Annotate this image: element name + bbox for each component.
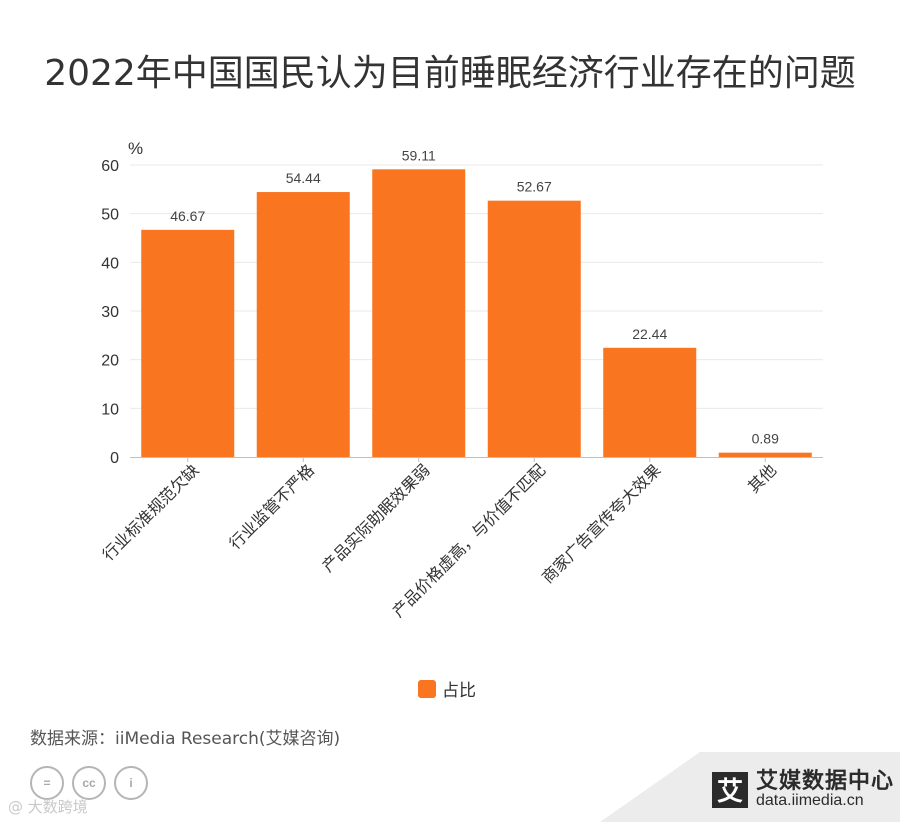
y-tick-label: 60 [101, 158, 119, 175]
y-tick-label: 0 [110, 450, 119, 467]
y-axis-unit: % [128, 139, 143, 158]
brand-name: 艾媒数据中心 [756, 769, 895, 794]
y-tick-label: 30 [101, 304, 119, 321]
license-icons: = cc i [30, 766, 148, 800]
y-tick-label: 50 [101, 207, 119, 224]
y-tick-label: 10 [101, 401, 119, 418]
data-label: 59.11 [402, 147, 436, 163]
brand-text: 艾媒数据中心 data.iimedia.cn [756, 770, 894, 810]
bar [256, 192, 350, 458]
data-label: 22.44 [632, 326, 667, 342]
axes [130, 457, 823, 462]
bar [603, 347, 697, 457]
grid-lines [130, 164, 823, 409]
data-label: 52.67 [517, 179, 552, 195]
y-tick-label: 40 [101, 255, 119, 272]
cc-icon: cc [72, 766, 106, 800]
nd-icon: = [30, 766, 64, 800]
data-label: 54.44 [286, 170, 321, 186]
attribution-icon: i [114, 766, 148, 800]
data-label: 0.89 [752, 431, 779, 447]
bar [141, 229, 235, 457]
bars [141, 169, 812, 458]
chart-title: 2022年中国国民认为目前睡眠经济行业存在的问题 [44, 53, 856, 94]
brand: 艾 艾媒数据中心 data.iimedia.cn [712, 770, 894, 810]
legend-label: 占比 [442, 681, 476, 701]
watermark: @ 大数跨境 [8, 798, 88, 816]
bar [487, 200, 581, 457]
legend-swatch [418, 679, 436, 698]
source-note: 数据来源：iiMedia Research(艾媒咨询) [30, 729, 341, 749]
bar [718, 452, 812, 457]
legend: 占比 [418, 676, 476, 701]
data-label: 46.67 [170, 208, 205, 224]
y-tick-label: 20 [101, 353, 119, 370]
brand-url: data.iimedia.cn [756, 792, 864, 810]
bar [372, 169, 466, 457]
brand-logo-icon: 艾 [712, 771, 748, 808]
footer-band-shape [600, 752, 900, 822]
